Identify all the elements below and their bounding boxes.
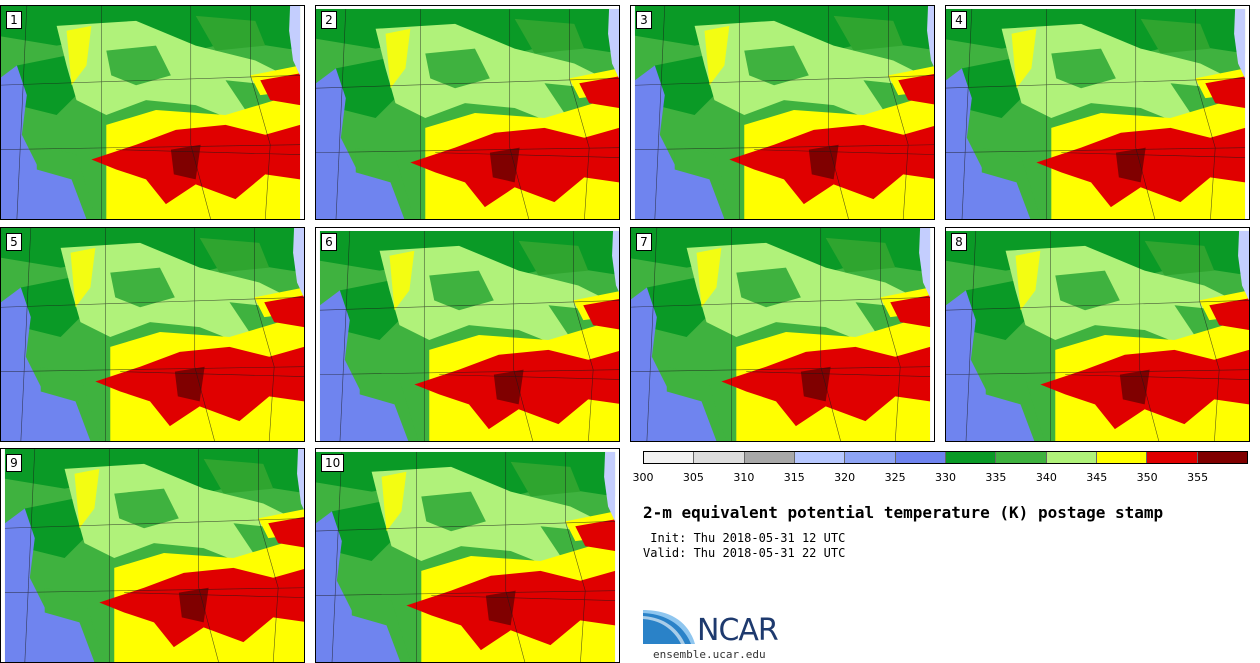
colorbar-tick-label: 350 [1136,471,1158,484]
stamp-number-label: 4 [951,11,967,29]
stamp-number-label: 10 [321,454,345,472]
colorbar-tick-label: 355 [1187,471,1209,484]
stamp-number-label: 3 [636,11,652,29]
stamp-map-4: 4 [945,5,1250,220]
stamp-number-label: 5 [6,233,22,251]
colorbar-cell [644,452,695,463]
colorbar-tick-label: 300 [632,471,654,484]
init-time: Init: Thu 2018-05-31 12 UTC [643,531,846,545]
stamp-map-7: 7 [630,227,935,442]
colorbar-tick-label: 345 [1086,471,1108,484]
colorbar-cell [794,452,846,463]
stamp-number-label: 6 [321,233,337,251]
stamp-number-label: 7 [636,233,652,251]
colorbar-tick-label: 340 [1035,471,1057,484]
logo-text: NCAR [697,613,779,648]
stamp-map-6: 6 [315,227,620,442]
colorbar-cell [1046,452,1097,463]
colorbar-cell [1147,452,1198,463]
colorbar-tick-label: 310 [733,471,755,484]
ncar-logo-icon [643,610,695,644]
stamp-number-label: 8 [951,233,967,251]
colorbar-tick-label: 325 [884,471,906,484]
stamp-map-2: 2 [315,5,620,220]
colorbar-cell [744,452,795,463]
colorbar-ticks: 300 305 310 315 320 325 330 335 340 345 350 355 [633,471,1248,485]
colorbar-cell [1096,452,1148,463]
colorbar-cell [694,452,745,463]
colorbar-tick-label: 315 [783,471,805,484]
colorbar-cell [996,452,1047,463]
colorbar-cell [845,452,896,463]
stamp-number-label: 1 [6,11,22,29]
plot-title: 2-m equivalent potential temperature (K)… [643,503,1164,522]
website-url: ensemble.ucar.edu [653,648,766,661]
colorbar-tick-label: 335 [985,471,1007,484]
stamp-number-label: 2 [321,11,337,29]
stamp-map-8: 8 [945,227,1250,442]
colorbar-cell [895,452,946,463]
colorbar [643,451,1248,464]
valid-time: Valid: Thu 2018-05-31 22 UTC [643,546,846,560]
colorbar-tick-label: 305 [682,471,704,484]
stamp-map-10: 10 [315,448,620,663]
stamp-number-label: 9 [6,454,22,472]
colorbar-cell [1197,452,1247,463]
stamp-map-3: 3 [630,5,935,220]
colorbar-tick-label: 330 [935,471,956,484]
stamp-map-1: 1 [0,5,305,220]
colorbar-cell [945,452,997,463]
stamp-map-5: 5 [0,227,305,442]
colorbar-tick-label: 320 [834,471,856,484]
stamp-map-9: 9 [0,448,305,663]
